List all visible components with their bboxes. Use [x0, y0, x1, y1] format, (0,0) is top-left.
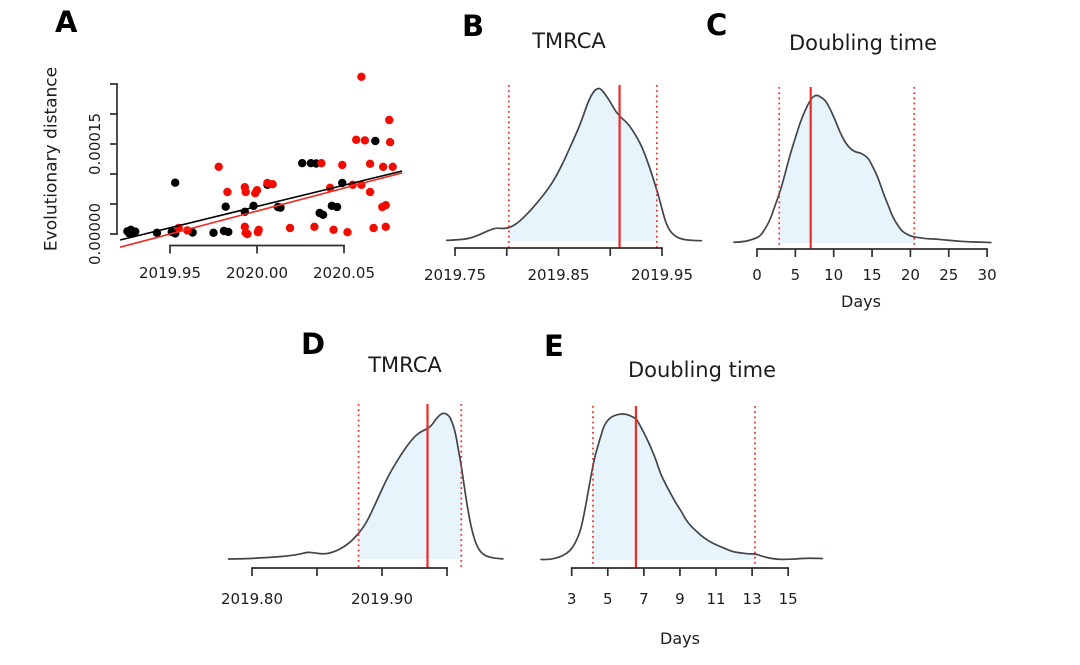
- x-tick-label-A: 2019.95: [139, 264, 201, 282]
- scatter-point-clade-black: [221, 202, 230, 211]
- scatter-point-clade-red: [268, 180, 277, 189]
- density-curve-E: [540, 413, 824, 561]
- scatter-point-clade-red: [369, 223, 378, 233]
- scatter-point-clade-red: [388, 162, 397, 171]
- x-axis-title-e: Days: [660, 629, 700, 648]
- scatter-point-clade-black: [224, 227, 233, 237]
- panel-label-a: A: [55, 5, 78, 39]
- y-tick-label-A: 0.00000: [86, 203, 104, 265]
- scatter-point-clade-red: [310, 222, 319, 231]
- scatter-point-clade-red: [214, 162, 223, 171]
- scatter-point-clade-red: [381, 222, 390, 231]
- scatter-point-clade-black: [318, 210, 328, 219]
- panel-title-e: Doubling time: [627, 358, 777, 382]
- scatter-point-clade-red: [357, 72, 366, 82]
- scatter-point-clade-red: [252, 186, 262, 195]
- x-tick-label-A: 2020.00: [226, 264, 288, 282]
- scatter-point-clade-black: [209, 228, 218, 237]
- scatter-point-clade-black: [298, 159, 307, 168]
- x-tick-label-C: 25: [939, 266, 958, 284]
- panel-label-c: C: [706, 8, 728, 42]
- x-tick-label-C: 0: [752, 266, 762, 284]
- scatter-point-clade-red: [365, 187, 375, 197]
- panel-label-e: E: [544, 329, 564, 363]
- x-tick-label-D: 2019.80: [221, 590, 283, 608]
- x-tick-label-C: 10: [824, 266, 843, 284]
- scatter-point-clade-red: [351, 135, 361, 144]
- scatter-point-clade-red: [343, 228, 352, 237]
- x-axis-title-c: Days: [841, 292, 881, 311]
- scatter-point-clade-red: [378, 162, 388, 171]
- y-tick-label-A: 0.00015: [86, 113, 104, 175]
- hpd-fill-D: [358, 413, 462, 559]
- scatter-point-clade-red: [241, 187, 250, 197]
- scatter-point-clade-red: [223, 187, 232, 197]
- scatter-point-clade-red: [317, 159, 326, 168]
- scatter-point-clade-red: [338, 160, 347, 170]
- scatter-point-clade-red: [360, 136, 370, 145]
- scatter-point-clade-red: [381, 201, 390, 210]
- hpd-fill-B: [508, 88, 657, 241]
- scatter-point-clade-red: [365, 159, 375, 168]
- scatter-point-clade-black: [131, 227, 140, 236]
- hpd-fill-E: [592, 414, 755, 560]
- panel-label-d: D: [301, 327, 326, 361]
- x-tick-label-C: 5: [791, 266, 801, 284]
- scatter-point-clade-red: [243, 229, 252, 239]
- scatter-point-clade-red: [285, 223, 295, 233]
- scatter-point-clade-red: [254, 225, 263, 234]
- hpd-fill-C: [779, 95, 915, 243]
- x-tick-label-B: 2019.95: [631, 266, 693, 284]
- scatter-point-clade-red: [385, 115, 394, 125]
- x-tick-label-A: 2020.05: [313, 264, 375, 282]
- y-axis-title-a: Evolutionary distance: [41, 66, 62, 252]
- density-curve-B: [445, 87, 703, 242]
- scatter-point-clade-red: [385, 138, 395, 147]
- x-tick-label-E: 11: [706, 590, 725, 608]
- x-tick-label-C: 20: [901, 266, 920, 284]
- density-curve-D: [227, 412, 504, 560]
- density-curve-C: [733, 94, 992, 244]
- panel-label-b: B: [462, 9, 485, 43]
- x-tick-label-E: 5: [603, 590, 613, 608]
- regression-line-black-fit: [119, 170, 403, 241]
- panel-title-b: TMRCA: [532, 29, 606, 53]
- panel-title-c: Doubling time: [788, 31, 938, 55]
- x-tick-label-D: 2019.90: [351, 590, 413, 608]
- scatter-point-clade-black: [371, 136, 380, 146]
- x-tick-label-E: 15: [779, 590, 798, 608]
- regression-line-red-fit: [119, 172, 403, 248]
- panel-title-d: TMRCA: [368, 353, 442, 377]
- x-tick-label-C: 30: [978, 266, 997, 284]
- x-tick-label-B: 2019.85: [527, 266, 589, 284]
- scatter-point-clade-black: [171, 178, 180, 187]
- x-tick-label-B: 2019.75: [424, 266, 486, 284]
- scatter-point-clade-black: [332, 202, 342, 212]
- scatter-point-clade-red: [329, 225, 338, 234]
- x-tick-label-E: 7: [639, 590, 649, 608]
- x-tick-label-E: 13: [743, 590, 762, 608]
- x-tick-label-E: 3: [567, 590, 577, 608]
- x-tick-label-E: 9: [675, 590, 685, 608]
- x-tick-label-C: 15: [863, 266, 882, 284]
